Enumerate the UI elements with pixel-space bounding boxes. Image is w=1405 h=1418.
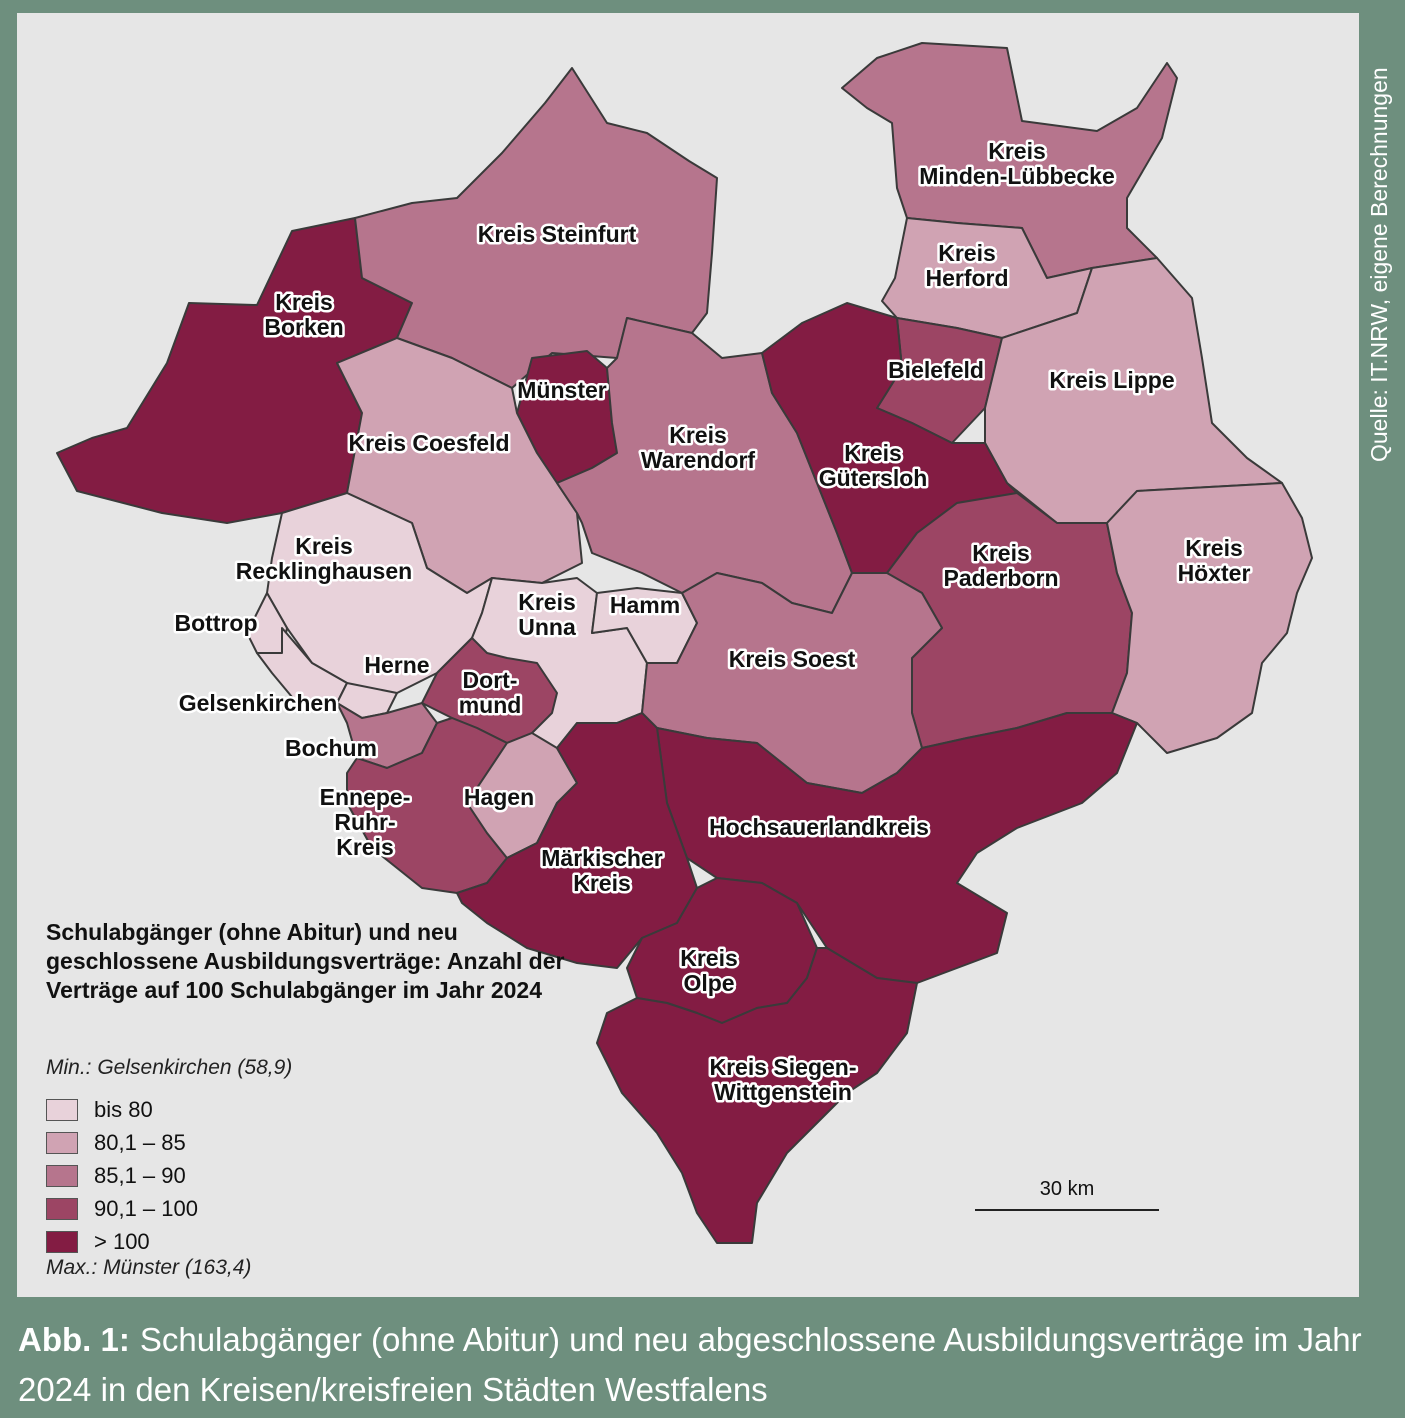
legend-swatch — [46, 1197, 78, 1220]
caption-text: Schulabgänger (ohne Abitur) und neu abge… — [18, 1321, 1362, 1408]
region-label-kreis-unna: Kreis Unna — [518, 589, 576, 640]
region-label-gelsenkirchen: Gelsenkirchen — [179, 690, 338, 716]
legend-item: 80,1 – 85 — [46, 1126, 198, 1159]
region-label-kreis-hoexter: Kreis Höxter — [1178, 535, 1251, 586]
legend-label: > 100 — [94, 1228, 150, 1254]
legend-label: 90,1 – 100 — [94, 1195, 198, 1221]
region-label-kreis-minden-luebbecke: Kreis Minden-Lübbecke — [919, 138, 1115, 189]
region-label-kreis-borken: Kreis Borken — [264, 289, 343, 340]
legend-max-note: Max.: Münster (163,4) — [46, 1256, 252, 1279]
caption-head: Abb. 1: — [18, 1321, 130, 1358]
region-gelsenkirchen — [256, 627, 348, 704]
region-label-kreis-siegen-wittgenstein: Kreis Siegen-Wittgenstein — [710, 1054, 857, 1105]
region-label-hamm: Hamm — [610, 592, 680, 618]
region-label-maerkischer-kreis: Märkischer Kreis — [541, 845, 663, 896]
region-label-ennepe-ruhr-kreis: Ennepe-Ruhr-Kreis — [320, 784, 411, 860]
region-label-kreis-guetersloh: Kreis Gütersloh — [819, 440, 928, 491]
region-label-herne: Herne — [364, 652, 429, 678]
region-label-kreis-soest: Kreis Soest — [729, 646, 856, 672]
region-label-kreis-steinfurt: Kreis Steinfurt — [478, 221, 637, 247]
legend-swatch — [46, 1098, 78, 1121]
region-label-hochsauerlandkreis: Hochsauerlandkreis — [709, 814, 929, 840]
legend-item: bis 80 — [46, 1093, 198, 1126]
legend-swatch — [46, 1164, 78, 1187]
region-label-kreis-herford: Kreis Herford — [925, 240, 1008, 291]
legend-item: > 100 — [46, 1225, 198, 1258]
legend-label: bis 80 — [94, 1096, 153, 1122]
legend-swatch — [46, 1230, 78, 1253]
region-map: Kreis Borken Kreis Steinfurt Kreis Minden-Lü… — [56, 42, 1313, 1244]
region-label-kreis-lippe: Kreis Lippe — [1049, 367, 1174, 393]
source-note: Quelle: IT.NRW, eigene Berechnungen — [1366, 67, 1392, 462]
scale-line — [975, 1209, 1159, 1211]
region-label-muenster: Münster — [517, 377, 607, 403]
legend-title: Schulabgänger (ohne Abitur) und neu gesc… — [46, 919, 565, 1003]
region-kreis-siegen-wittgenstein — [596, 947, 918, 1244]
legend-item: 90,1 – 100 — [46, 1192, 198, 1225]
legend: bis 80 80,1 – 85 85,1 – 90 90,1 – 100 > … — [46, 1093, 198, 1258]
region-label-bielefeld: Bielefeld — [888, 357, 984, 383]
region-labels: Kreis Borken Kreis Steinfurt Kreis Minden-Lü… — [172, 136, 1253, 1108]
scale-bar: 30 km — [975, 1178, 1159, 1211]
region-label-bottrop: Bottrop — [174, 610, 257, 636]
region-label-bochum: Bochum — [285, 735, 377, 761]
region-label-kreis-recklinghausen: Kreis Recklinghausen — [236, 533, 412, 584]
scale-label: 30 km — [1039, 1178, 1095, 1200]
region-label-kreis-warendorf: Kreis Warendorf — [641, 422, 755, 473]
region-shapes — [56, 42, 1313, 1244]
region-kreis-hoexter — [1106, 482, 1313, 754]
region-maerkischer-kreis — [456, 712, 698, 969]
figure-caption: Abb. 1: Schulabgänger (ohne Abitur) und n… — [18, 1315, 1388, 1415]
region-label-kreis-olpe: Kreis Olpe — [680, 945, 738, 996]
map-panel: Kreis Borken Kreis Steinfurt Kreis Minden-Lü… — [17, 13, 1359, 1297]
legend-item: 85,1 – 90 — [46, 1159, 198, 1192]
region-label-hagen: Hagen — [464, 784, 534, 810]
region-label-kreis-paderborn: Kreis Paderborn — [943, 540, 1058, 591]
legend-label: 80,1 – 85 — [94, 1129, 186, 1155]
legend-min-note: Min.: Gelsenkirchen (58,9) — [46, 1056, 293, 1079]
legend-swatch — [46, 1131, 78, 1154]
region-label-kreis-coesfeld: Kreis Coesfeld — [348, 430, 509, 456]
region-label-dortmund: Dort-mund — [459, 667, 522, 718]
legend-label: 85,1 – 90 — [94, 1162, 186, 1188]
